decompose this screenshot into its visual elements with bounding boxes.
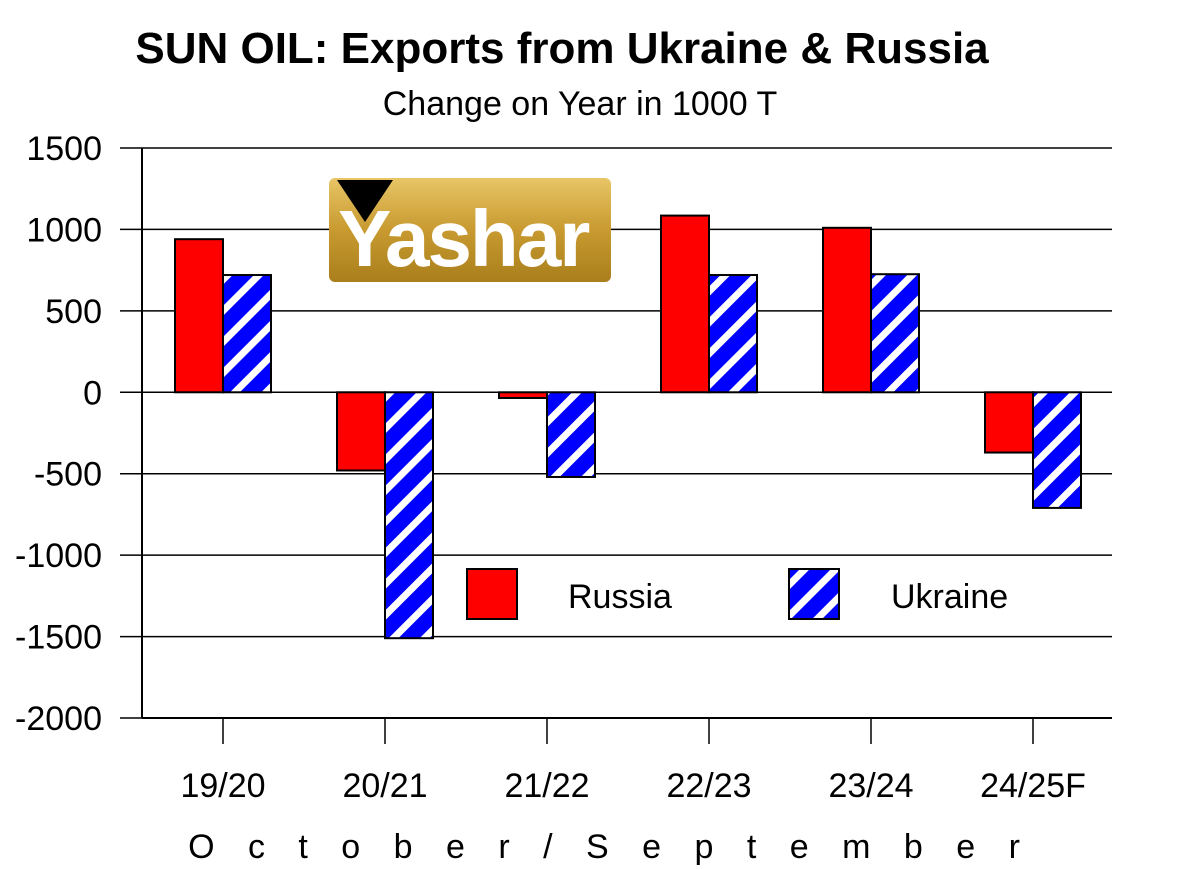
bar-russia-22-23 — [660, 214, 710, 394]
legend-label-russia: Russia — [568, 578, 672, 616]
x-axis-label: O c t o b e r / S e p t e m b e r — [188, 828, 1032, 866]
x-tick-label: 21/22 — [504, 767, 589, 805]
bar-ukraine-20-21 — [384, 391, 434, 640]
bar-ukraine-24-25F — [1032, 391, 1082, 509]
bar-ukraine-19-20 — [222, 274, 272, 394]
axes — [141, 148, 1112, 719]
x-tick-label: 19/20 — [180, 767, 265, 805]
x-tick-label: 24/25F — [980, 767, 1086, 805]
y-tick-label: -1000 — [15, 537, 102, 575]
legend-swatch-ukraine — [788, 568, 840, 620]
logo-mark-icon — [337, 180, 393, 222]
bar-ukraine-22-23 — [708, 274, 758, 394]
legend: Russia Ukraine — [466, 568, 1008, 620]
y-tick-label: -1500 — [15, 619, 102, 657]
logo-background — [329, 178, 611, 282]
bars — [174, 214, 1082, 640]
bar-russia-23-24 — [822, 226, 872, 394]
logo-text: Yashar — [338, 194, 589, 283]
bar-russia-19-20 — [174, 238, 224, 394]
bar-ukraine-21-22 — [546, 391, 596, 478]
yashar-logo: Yashar — [329, 178, 611, 283]
y-tick-label: 500 — [45, 293, 102, 331]
x-tick-label: 20/21 — [342, 767, 427, 805]
chart-subtitle: Change on Year in 1000 T — [383, 85, 778, 123]
y-tick-label: 1500 — [26, 130, 102, 168]
bar-ukraine-23-24 — [870, 273, 920, 394]
chart-title: SUN OIL: Exports from Ukraine & Russia — [135, 24, 989, 73]
bar-russia-20-21 — [336, 391, 386, 472]
x-axis-tick-labels: 19/20 20/21 21/22 22/23 23/24 24/25F — [180, 718, 1086, 805]
gridlines — [142, 147, 1112, 719]
legend-label-ukraine: Ukraine — [891, 578, 1008, 616]
bar-russia-21-22 — [498, 391, 548, 399]
y-tick-label: 0 — [83, 374, 102, 412]
y-tick-label: 1000 — [26, 211, 102, 249]
legend-swatch-russia — [466, 568, 518, 620]
y-tick-label: -500 — [34, 456, 102, 494]
y-tick-label: -2000 — [15, 700, 102, 738]
x-tick-label: 23/24 — [828, 767, 913, 805]
bar-russia-24-25F — [984, 391, 1034, 454]
x-tick-label: 22/23 — [666, 767, 751, 805]
y-axis-tick-labels: 1500 1000 500 0 -500 -1000 -1500 -2000 — [15, 130, 142, 738]
